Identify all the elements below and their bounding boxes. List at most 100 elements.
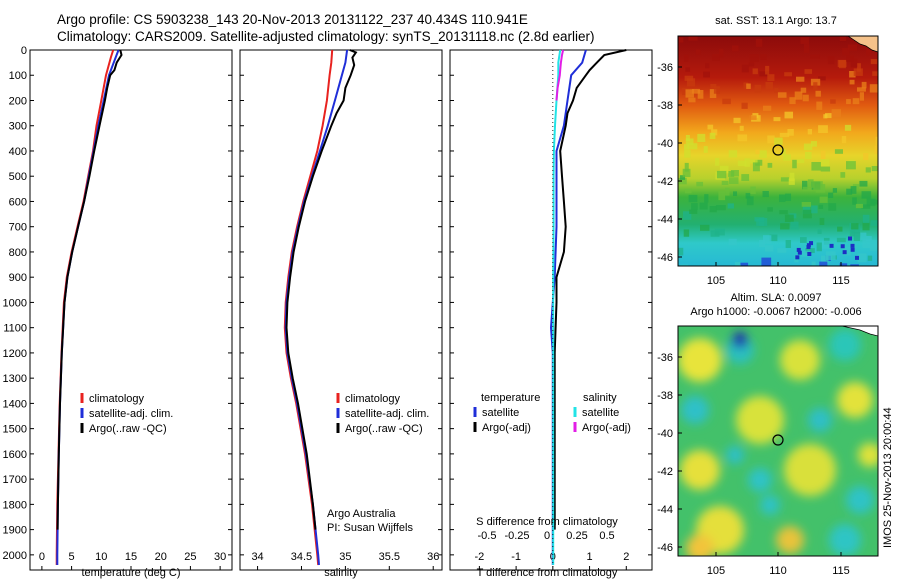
x-tick-label: 34 [251,551,263,563]
legend-item: climatology [345,393,401,405]
sst-pixel [811,261,816,266]
sst-pixel [752,162,760,172]
depth-tick-label: 0 [21,45,27,57]
sst-pixel [811,205,818,214]
imos-timestamp-label: IMOS 25-Nov-2013 20:00:44 [882,407,894,548]
sst-pixel [785,240,792,249]
sst-pixel [871,239,878,248]
lat-tick-label: -46 [657,542,673,554]
sst-pixel [832,188,838,193]
sst-map [678,36,878,266]
lat-tick-label: -40 [657,138,673,150]
argo-location-marker-sst [772,144,784,156]
sst-pixel [703,71,710,78]
x-tick-label: 30 [214,551,226,563]
sst-pixel [700,224,710,231]
sst-pixel [774,88,779,93]
depth-tick-label: 1000 [3,297,27,309]
sst-pixel [716,170,727,179]
sst-pixel [839,36,847,42]
sst-pixel [811,162,821,171]
sst-pixel [869,84,878,93]
sst-pixel [754,84,762,93]
sst-pixel [761,257,772,266]
sst-pixel [767,135,775,144]
sst-pixel [850,186,857,194]
series-line-argo-raw-qc- [56,49,123,530]
sst-pixel [765,65,770,75]
sla-anomaly [686,534,714,556]
x-axis-label: salinity [324,567,358,579]
sst-pixel [828,203,837,211]
sst-pixel [800,37,809,45]
sst-pixel [831,109,842,118]
sst-pixel [804,44,810,53]
sst-pixel [684,149,691,158]
sst-pixel [728,177,739,185]
sst-pixel [801,202,812,207]
sst-pixel [788,178,795,185]
sst-pixel [792,159,797,169]
sst-pixel [827,56,835,65]
sst-pixel [709,132,716,139]
annotation-line: PI: Susan Wijffels [327,522,413,534]
sla-anomaly [829,329,861,361]
sst-pixel [805,248,815,254]
sla-anomaly [732,332,748,348]
sst-pixel [685,89,694,98]
sst-pixel [820,159,830,167]
sst-pixel [733,117,741,124]
sst-pixel [759,150,767,158]
x-tick-label: 10 [95,551,107,563]
depth-tick-label: 400 [9,146,27,158]
sla-anomaly [726,446,744,464]
sst-pixel [763,235,772,244]
sla-anomaly [760,495,780,515]
sla-anomaly [681,396,709,424]
sst-pixel [861,191,872,199]
lon-tick-label: 115 [832,275,850,287]
sst-pixel [699,202,708,210]
sst-pixel [759,240,766,248]
depth-tick-label: 1100 [3,323,27,335]
depth-axis: 0100200300400500600700800900100011001200… [3,45,652,562]
sst-pixel [779,194,786,203]
sst-pixel [820,166,831,172]
sla-anomaly [780,340,820,380]
sla-anomaly [776,526,804,554]
sst-pixel [719,48,724,58]
sst-pixel [784,72,793,77]
x-tick-label: 35.5 [379,551,400,563]
depth-tick-label: 600 [9,196,27,208]
sst-pixel [855,203,864,209]
sst-pixel [719,165,729,174]
sst-pixel [704,194,709,203]
sst-pixel [748,62,755,67]
sst-pixel [816,101,823,110]
sst-pixel [840,172,846,178]
lon-tick-label: 105 [707,275,725,287]
sst-pixel [750,159,758,164]
sst-pixel [780,148,786,156]
salinity-diff-tick-label: -0.25 [504,530,529,542]
sst-pixel [822,240,831,249]
sst-pixel [850,264,859,266]
sst-pixel [815,90,821,97]
legend-item: satellite-adj. clim. [345,408,429,420]
sst-pixel [844,124,852,131]
sst-pixel [797,250,802,255]
legend-item: Argo(-adj) [482,422,531,434]
salinity-diff-tick-label: 0.25 [566,530,587,542]
sst-pixel [829,243,834,248]
x-tick-label: 0 [39,551,45,563]
sst-pixel [869,243,877,251]
sst-pixel [816,242,822,252]
x-tick-label: 25 [184,551,196,563]
sst-pixel [769,234,778,242]
sst-pixel [802,205,811,215]
legend-item: satellite [482,407,519,419]
lat-tick-label: -44 [657,214,673,226]
sst-pixel [810,54,820,59]
sst-pixel [860,232,867,241]
sst-pixel [802,94,809,102]
